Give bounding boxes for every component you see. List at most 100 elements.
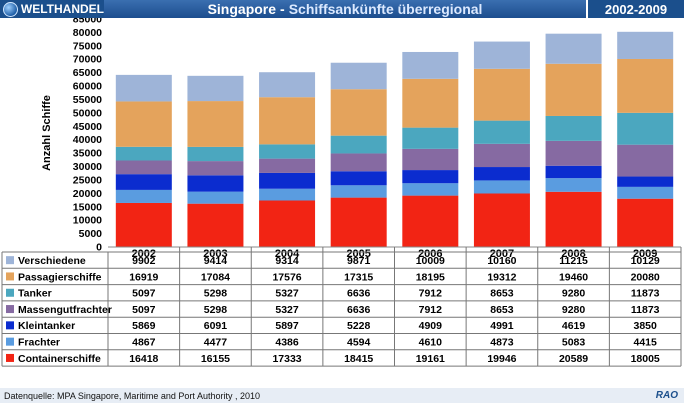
legend-swatch-frachter (6, 337, 14, 346)
table-cell-containerschiffe-2008: 20589 (559, 353, 588, 365)
table-cell-massengutfrachter-2002: 5097 (132, 304, 156, 316)
bar-segment-frachter-2006 (402, 183, 459, 196)
bar-segment-kleintanker-2004 (259, 172, 316, 189)
table-cell-passagierschiffe-2004: 17576 (272, 271, 301, 283)
y-tick-label-9: 45000 (73, 121, 102, 133)
bar-segment-tanker-2007 (473, 120, 530, 144)
x-tick-label-2005: 2005 (346, 248, 370, 260)
source-note: Datenquelle: MPA Singapore, Maritime and… (4, 390, 260, 401)
table-cell-containerschiffe-2005: 18415 (344, 353, 373, 365)
x-tick-label-2009: 2009 (633, 248, 657, 260)
table-cell-frachter-2005: 4594 (347, 336, 371, 348)
bar-segment-passagierschiffe-2004 (259, 97, 316, 145)
table-cell-verschiedene-2008: 11215 (559, 255, 588, 267)
table-cell-verschiedene-2004: 9314 (275, 255, 299, 267)
x-tick-label-2007: 2007 (490, 248, 514, 260)
title-subtitle: Schiffsankünfte überregional (288, 1, 483, 17)
table-cell-passagierschiffe-2003: 17084 (201, 271, 230, 283)
y-tick-label-10: 50000 (73, 107, 102, 119)
bar-segment-passagierschiffe-2003 (187, 101, 244, 147)
bar-segment-frachter-2002 (115, 189, 172, 203)
x-tick-label-2004: 2004 (275, 248, 300, 260)
year-range: 2002-2009 (586, 0, 684, 18)
legend-label-passagierschiffe: Passagierschiffe (18, 271, 102, 283)
y-tick-label-16: 80000 (73, 27, 102, 39)
table-cell-frachter-2006: 4610 (419, 336, 443, 348)
bar-segment-passagierschiffe-2008 (545, 63, 602, 116)
bar-segment-massengutfrachter-2002 (115, 160, 172, 175)
table-cell-verschiedene-2009: 10129 (631, 255, 660, 267)
bar-segment-tanker-2009 (617, 112, 674, 145)
table-cell-containerschiffe-2002: 16418 (129, 353, 158, 365)
bar-segment-kleintanker-2003 (187, 175, 244, 192)
table-cell-frachter-2003: 4477 (204, 336, 228, 348)
y-tick-label-4: 20000 (73, 188, 102, 200)
x-tick-label-2002: 2002 (132, 248, 156, 260)
bar-segment-massengutfrachter-2006 (402, 148, 459, 171)
bar-segment-containerschiffe-2005 (330, 197, 387, 247)
bar-segment-containerschiffe-2009 (617, 198, 674, 247)
table-cell-massengutfrachter-2008: 9280 (562, 304, 586, 316)
bar-segment-verschiedene-2003 (187, 75, 244, 102)
bar-segment-verschiedene-2002 (115, 74, 172, 102)
legend-label-massengutfrachter: Massengutfrachter (18, 304, 112, 316)
bar-segment-massengutfrachter-2005 (330, 153, 387, 172)
bar-segment-massengutfrachter-2009 (617, 144, 674, 177)
legend-swatch-massengutfrachter (6, 305, 14, 314)
bar-segment-tanker-2008 (545, 115, 602, 141)
y-tick-label-2: 10000 (73, 215, 102, 227)
table-cell-passagierschiffe-2005: 17315 (344, 271, 373, 283)
table-cell-tanker-2005: 6636 (347, 288, 371, 300)
legend-swatch-tanker (6, 288, 14, 297)
table-cell-kleintanker-2002: 5869 (132, 320, 156, 332)
bar-segment-containerschiffe-2008 (545, 191, 602, 247)
bar-segment-massengutfrachter-2004 (259, 158, 316, 173)
table-cell-kleintanker-2008: 4619 (562, 320, 586, 332)
bar-segment-containerschiffe-2004 (259, 200, 316, 247)
table-cell-passagierschiffe-2006: 18195 (416, 271, 445, 283)
table-cell-containerschiffe-2009: 18005 (631, 353, 660, 365)
bar-segment-verschiedene-2005 (330, 62, 387, 90)
table-cell-frachter-2004: 4386 (275, 336, 299, 348)
bar-segment-massengutfrachter-2003 (187, 161, 244, 176)
stacked-bar-chart: Anzahl Schiffe05000100001500020000250003… (1, 18, 682, 367)
y-tick-label-7: 35000 (73, 148, 102, 160)
table-cell-tanker-2002: 5097 (132, 288, 156, 300)
bar-segment-passagierschiffe-2005 (330, 89, 387, 136)
table-cell-passagierschiffe-2009: 20080 (631, 271, 660, 283)
y-tick-label-12: 60000 (73, 81, 102, 93)
bar-segment-frachter-2009 (617, 186, 674, 199)
bar-segment-verschiedene-2008 (545, 33, 602, 64)
legend-swatch-passagierschiffe (6, 272, 14, 281)
header-bar: WELTHANDEL Singapore - Schiffsankünfte ü… (0, 0, 684, 18)
table-cell-passagierschiffe-2008: 19460 (559, 271, 588, 283)
table-cell-containerschiffe-2003: 16155 (201, 353, 230, 365)
table-cell-passagierschiffe-2007: 19312 (487, 271, 516, 283)
table-cell-verschiedene-2003: 9414 (204, 255, 228, 267)
table-cell-massengutfrachter-2005: 6636 (347, 304, 371, 316)
legend-swatch-verschiedene (6, 256, 14, 265)
brand-name: WELTHANDEL (20, 2, 104, 16)
bar-segment-kleintanker-2009 (617, 176, 674, 187)
table-cell-tanker-2003: 5298 (204, 288, 228, 300)
table-cell-kleintanker-2004: 5897 (275, 320, 299, 332)
bar-segment-passagierschiffe-2002 (115, 101, 172, 147)
bar-segment-containerschiffe-2002 (115, 202, 172, 247)
bar-segment-containerschiffe-2007 (473, 193, 530, 247)
bar-segment-kleintanker-2008 (545, 165, 602, 179)
y-tick-label-15: 75000 (73, 40, 102, 52)
bar-segment-frachter-2008 (545, 178, 602, 192)
globe-icon (3, 1, 18, 17)
table-cell-massengutfrachter-2007: 8653 (490, 304, 514, 316)
y-tick-label-6: 30000 (73, 161, 102, 173)
table-cell-frachter-2002: 4867 (132, 336, 156, 348)
x-tick-label-2006: 2006 (418, 248, 442, 260)
y-tick-label-17: 85000 (73, 18, 102, 26)
bar-segment-passagierschiffe-2006 (402, 78, 459, 128)
bar-segment-tanker-2005 (330, 135, 387, 154)
rao-logo: RAO (655, 390, 678, 401)
table-cell-passagierschiffe-2002: 16919 (129, 271, 158, 283)
table-cell-massengutfrachter-2006: 7912 (419, 304, 443, 316)
y-tick-label-13: 65000 (73, 67, 102, 79)
table-cell-kleintanker-2003: 6091 (204, 320, 228, 332)
